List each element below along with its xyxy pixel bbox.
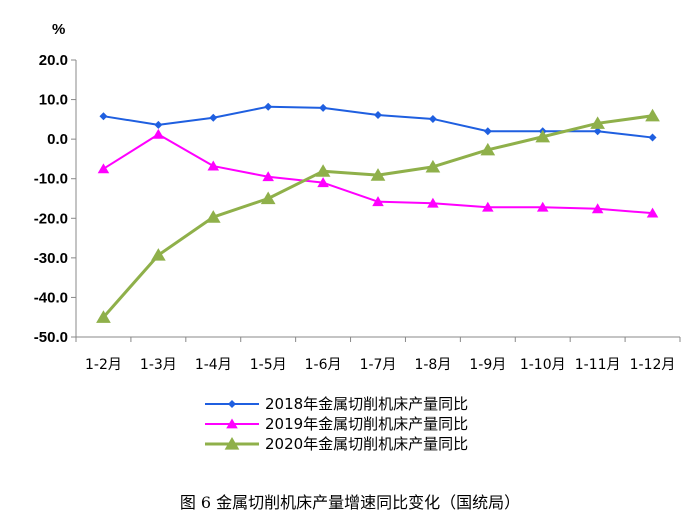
x-tick-label: 1-3月 [140, 357, 177, 373]
data-point [317, 177, 329, 188]
data-point [315, 164, 331, 177]
y-tick-label: -30.0 [34, 250, 68, 267]
data-point [593, 127, 602, 136]
legend-label: 2020年金属切削机床产量同比 [265, 435, 468, 453]
figure-caption: 图 6 金属切削机床产量增速同比变化（国统局） [180, 493, 520, 512]
data-point [151, 248, 166, 261]
y-tick-label: -50.0 [34, 329, 68, 346]
data-point [427, 197, 439, 208]
data-point [591, 203, 604, 214]
data-point [319, 103, 328, 112]
legend: 2018年金属切削机床产量同比 2019年金属切削机床产量同比 2020年金属切削机… [205, 395, 468, 453]
y-tick-label: -10.0 [34, 171, 68, 188]
data-point [374, 111, 382, 120]
x-tick-label: 1-9月 [469, 357, 506, 373]
data-point [209, 113, 218, 122]
data-point [207, 160, 220, 171]
y-tick-group: 20.0 10.0 0.0 -10.0 -20.0 -30.0 -40.0 -50.0 [34, 52, 76, 346]
x-tick-label: 1-10月 [520, 357, 566, 373]
data-point [536, 201, 549, 212]
x-tick-label: 1-2月 [85, 357, 122, 373]
x-tick-label: 1-7月 [360, 357, 397, 373]
x-tick-label: 1-6月 [305, 357, 342, 373]
legend-swatch-marker [226, 418, 238, 429]
series-group [96, 102, 660, 323]
data-point [264, 102, 273, 111]
data-point [428, 114, 437, 123]
y-tick-label: -40.0 [34, 289, 68, 306]
data-point [425, 159, 441, 173]
y-tick-label: 10.0 [39, 92, 68, 109]
x-tick-group: 1-2月 1-3月 1-4月 1-5月 1-6月 1-7月 1-8月 1-9月 1-10月 1-1… [75, 337, 681, 373]
x-tick-label: 1-12月 [630, 357, 676, 373]
data-point [99, 112, 108, 121]
y-tick-label: -20.0 [34, 210, 68, 227]
data-point [645, 108, 660, 122]
x-tick-label: 1-11月 [575, 357, 621, 373]
data-point [646, 207, 659, 218]
y-tick-label: 0.0 [47, 131, 68, 148]
y-unit-label: % [52, 21, 65, 38]
legend-swatch-marker [224, 437, 240, 450]
data-point [96, 310, 111, 323]
data-point [260, 191, 276, 205]
data-point [648, 133, 657, 142]
legend-label: 2019年金属切削机床产量同比 [265, 415, 468, 433]
data-point [483, 127, 492, 136]
data-point [205, 210, 221, 223]
data-point [370, 168, 386, 181]
x-tick-label: 1-5月 [250, 357, 287, 373]
data-point [590, 116, 605, 129]
data-point [262, 171, 274, 182]
data-point [480, 142, 496, 156]
data-point [372, 196, 384, 207]
x-tick-label: 1-4月 [195, 357, 232, 373]
data-point [154, 120, 163, 129]
data-point [482, 201, 494, 212]
legend-swatch-marker [228, 400, 236, 408]
legend-label: 2018年金属切削机床产量同比 [265, 395, 468, 413]
x-tick-label: 1-8月 [414, 357, 451, 373]
series-line [102, 114, 653, 319]
y-tick-label: 20.0 [39, 52, 68, 69]
data-point [97, 163, 110, 174]
data-point [152, 128, 165, 139]
data-point [535, 129, 551, 143]
